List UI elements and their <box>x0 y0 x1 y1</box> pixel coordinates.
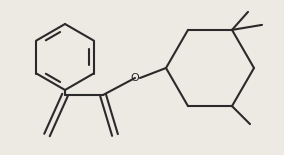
Text: O: O <box>131 73 139 83</box>
